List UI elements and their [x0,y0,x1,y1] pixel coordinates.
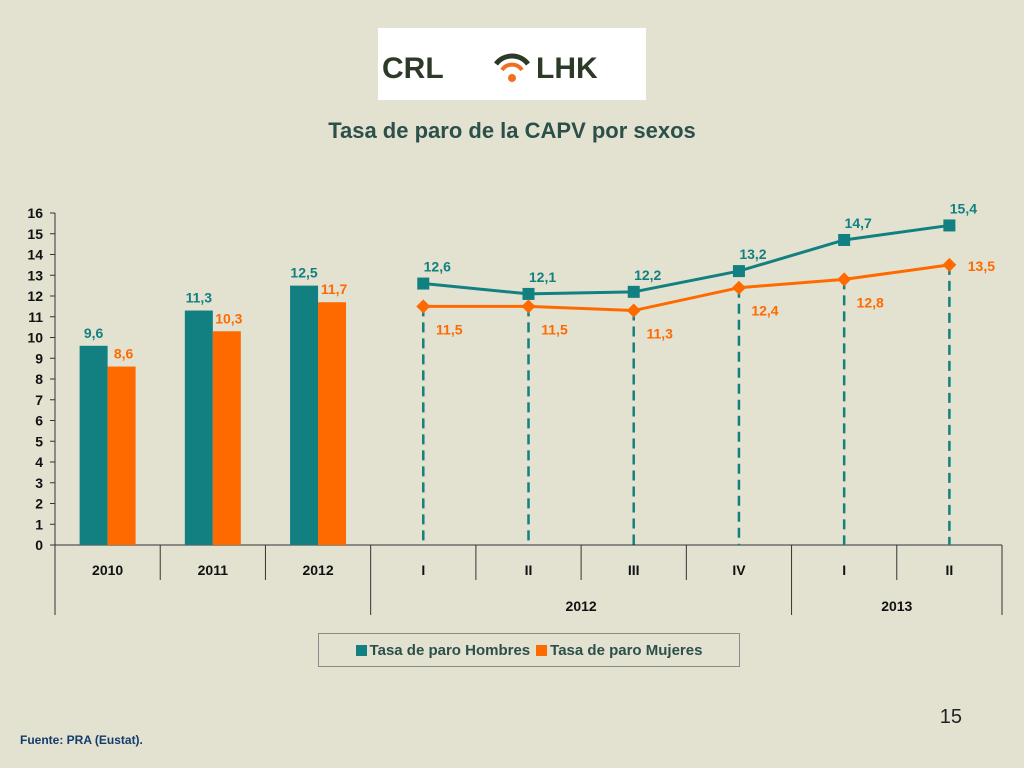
bar-label-men: 12,5 [290,265,317,281]
chart-title: Tasa de paro de la CAPV por sexos [328,118,696,143]
point-label-women: 12,4 [751,303,778,319]
bar-label-women: 11,7 [321,281,348,297]
y-tick-label: 1 [35,516,43,532]
y-tick-label: 9 [35,350,43,366]
marker-men [732,265,745,278]
point-label-women: 12,8 [857,294,884,310]
y-tick-label: 4 [35,454,43,470]
logo-signal-dot [508,74,516,82]
y-tick-label: 13 [27,267,43,283]
point-label-men: 12,1 [529,269,556,285]
point-label-women: 11,5 [541,321,568,337]
marker-women [416,299,431,314]
marker-women [731,280,746,295]
legend-item-women: Tasa de paro Mujeres [536,642,702,659]
marker-women [521,299,536,314]
marker-men [943,219,956,232]
bar-label-men: 11,3 [186,290,213,306]
marker-men [838,233,851,246]
y-tick-label: 16 [27,205,43,221]
legend-swatch-women [536,644,548,656]
y-tick-label: 15 [27,226,43,242]
y-tick-label: 6 [35,413,43,429]
marker-women [942,257,957,272]
x-category-label: 2012 [302,562,333,578]
bar-women [212,331,241,545]
y-tick-label: 7 [35,392,43,408]
bar-label-women: 8,6 [114,346,134,362]
bar-women [107,366,136,545]
y-tick-label: 2 [35,496,43,512]
legend-swatch-men [355,644,367,656]
x-category-label: I [421,562,425,578]
marker-men [417,277,430,290]
x-category-label: II [945,562,953,578]
bar-men [79,345,108,545]
bar-men [290,285,319,545]
logo-graphic: CRL LHK [382,52,598,85]
logo-text-right: LHK [536,52,598,85]
source-note: Fuente: PRA (Eustat). [20,733,143,747]
x-group-label: 2012 [566,598,597,614]
x-category-label: IV [732,562,746,578]
point-label-men: 12,6 [424,259,451,275]
line-women [423,263,950,313]
point-label-women: 13,5 [968,258,995,274]
marker-women [837,272,852,287]
bar-label-men: 9,6 [84,325,104,341]
legend-label-men: Tasa de paro Hombres [369,641,531,659]
logo-text-left: CRL [382,52,444,85]
marker-men [627,285,640,298]
chart-legend: Tasa de paro Hombres Tasa de paro Mujere… [318,633,740,667]
legend-item-men: Tasa de paro Hombres [355,641,531,659]
y-tick-label: 5 [35,433,43,449]
x-category-label: 2010 [92,562,123,578]
page-number: 15 [939,706,962,728]
legend-label-women: Tasa de paro Mujeres [550,641,703,659]
logo-wave-outer [494,53,530,66]
x-category-label: III [628,562,640,578]
y-tick-label: 14 [27,247,43,263]
y-tick-label: 0 [35,537,43,553]
point-label-men: 13,2 [739,246,766,262]
bar-label-women: 10,3 [215,310,242,326]
x-category-label: II [525,562,533,578]
y-tick-label: 12 [27,288,43,304]
y-tick-label: 11 [28,309,43,325]
point-label-men: 12,2 [634,267,661,283]
line-men [423,223,950,296]
bar-men [184,310,213,545]
point-label-women: 11,5 [436,321,463,337]
point-label-men: 14,7 [845,215,872,231]
marker-women [626,303,641,318]
marker-men [522,287,535,300]
x-group-label: 2013 [881,598,912,614]
y-tick-label: 3 [35,475,43,491]
x-category-label: 2011 [198,562,229,578]
y-tick-label: 10 [27,330,43,346]
y-tick-label: 8 [35,371,43,387]
point-label-men: 15,4 [950,200,977,216]
logo-wave-middle [500,62,524,72]
point-label-women: 11,3 [646,326,673,342]
bar-women [318,302,347,545]
x-category-label: I [842,562,846,578]
crl-lhk-logo: CRL LHK [378,28,646,100]
